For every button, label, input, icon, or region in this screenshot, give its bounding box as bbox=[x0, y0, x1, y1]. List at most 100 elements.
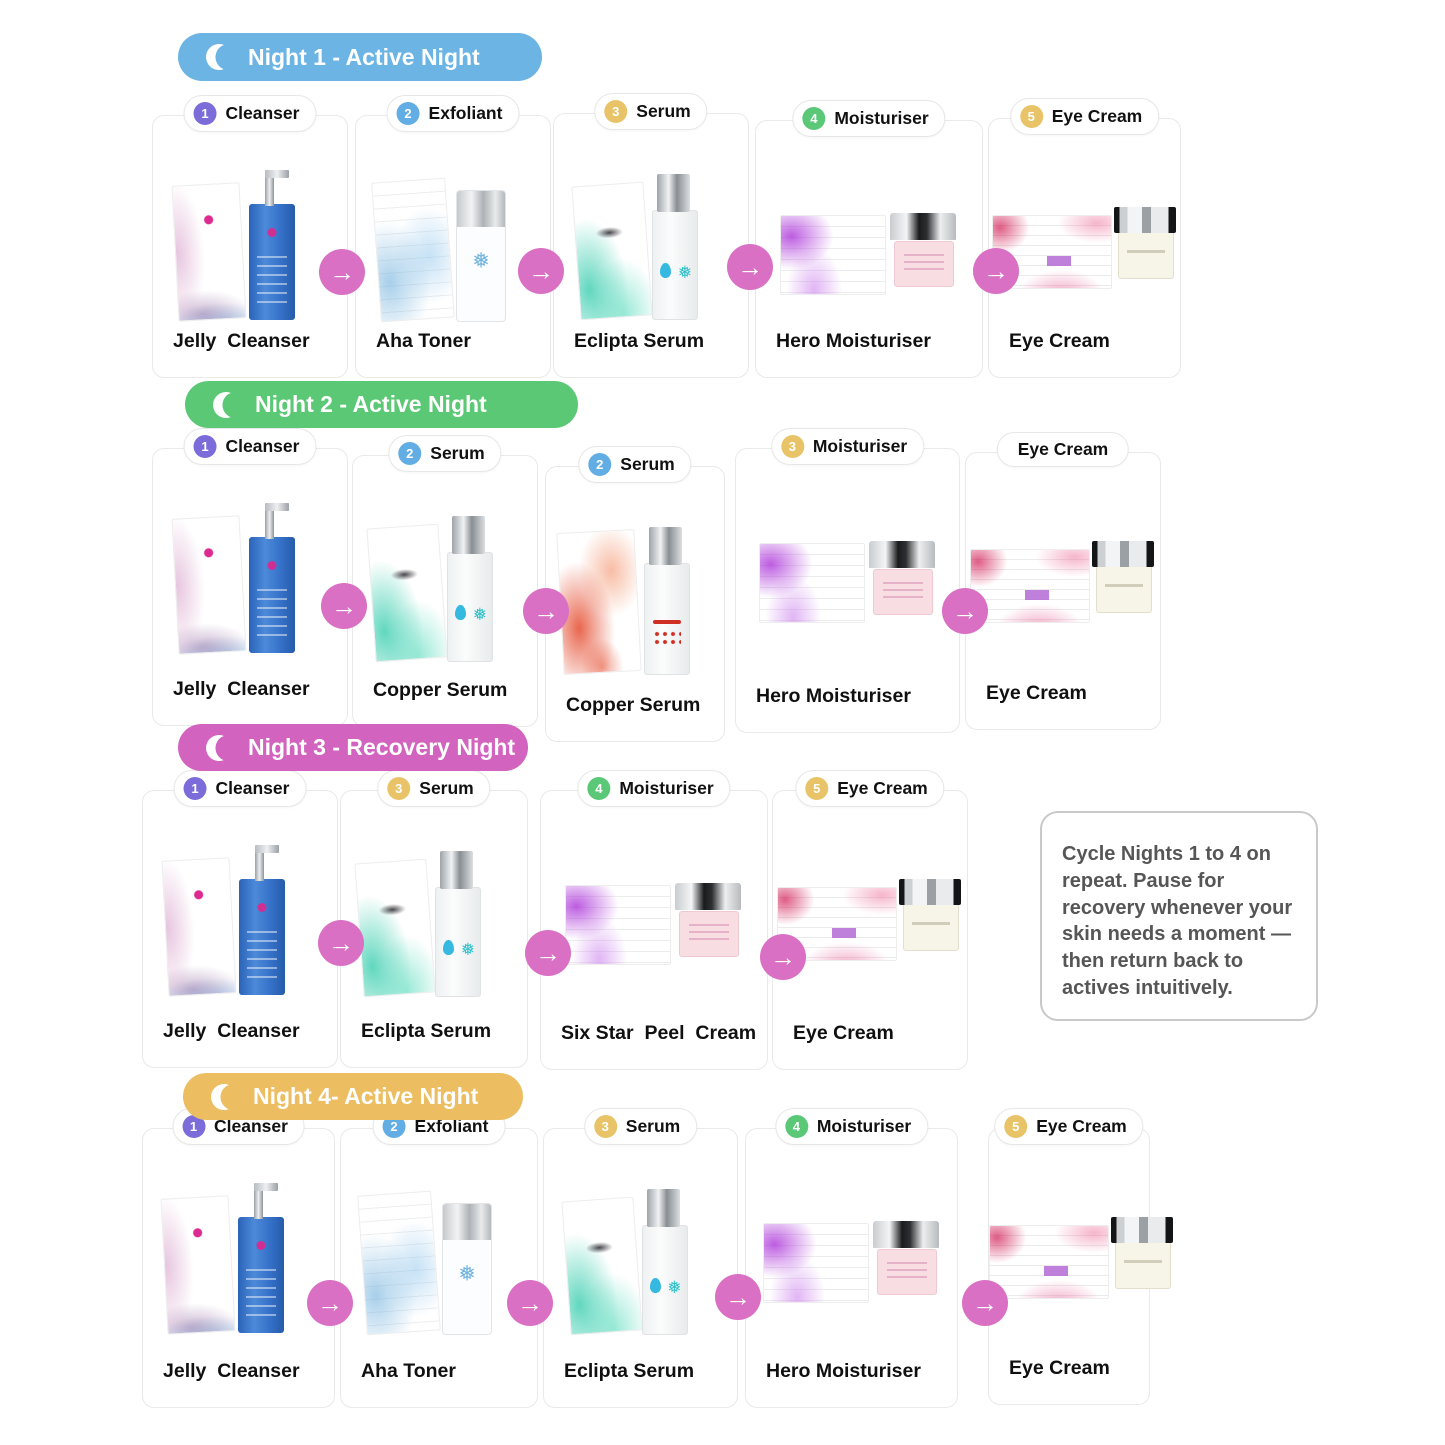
step-type-label: Moisturiser bbox=[619, 778, 714, 798]
product-box bbox=[171, 515, 247, 655]
product-bottle bbox=[442, 1203, 492, 1335]
night-2-card-2: 2 Serum Copper Serum bbox=[352, 435, 539, 727]
step-pill: 4 Moisturiser bbox=[792, 100, 946, 137]
night-3-card-3: 4 Moisturiser Six Star Peel Cream bbox=[540, 770, 768, 1070]
night-4-card-3: 3 Serum Eclipta Serum bbox=[543, 1108, 738, 1408]
step-pill: 4 Moisturiser bbox=[774, 1108, 929, 1145]
product-cap bbox=[244, 1183, 278, 1219]
step-type-label: Eye Cream bbox=[1017, 439, 1109, 459]
step-type-label: Eye Cream bbox=[837, 778, 928, 798]
step-type-label: Cleanser bbox=[215, 778, 290, 798]
product-box bbox=[161, 857, 237, 997]
product-image-eyecream-pink bbox=[777, 837, 963, 1013]
night-2-card-3: 2 Serum Copper Serum bbox=[545, 446, 725, 742]
step-type-label: Moisturiser bbox=[816, 1116, 912, 1136]
product-cap bbox=[872, 1221, 939, 1248]
product-bottle bbox=[249, 537, 295, 653]
night-header-label: Night 2 - Active Night bbox=[255, 391, 487, 417]
product-name: Eclipta Serum bbox=[564, 1360, 695, 1383]
product-bottle bbox=[872, 569, 933, 615]
product-bottle bbox=[239, 879, 285, 995]
step-type-label: Eye Cream bbox=[1051, 106, 1143, 126]
night-header-label: Night 3 - Recovery Night bbox=[248, 734, 516, 760]
product-box bbox=[989, 1225, 1109, 1299]
next-step-arrow-icon: → bbox=[715, 1274, 761, 1320]
step-type-label: Serum bbox=[430, 443, 485, 463]
product-bottle bbox=[456, 190, 506, 322]
product-cap bbox=[675, 883, 741, 910]
step-pill: 3 Serum bbox=[583, 1108, 698, 1145]
step-pill: 5 Eye Cream bbox=[795, 770, 945, 807]
step-number-badge: 5 bbox=[805, 777, 829, 800]
step-pill: 5 Eye Cream bbox=[1009, 98, 1160, 135]
step-type-label: Exfoliant bbox=[414, 1116, 489, 1136]
step-number-badge: 3 bbox=[387, 777, 411, 800]
step-pill: 1 Cleanser bbox=[183, 95, 317, 132]
night-4-header: Night 4- Active Night bbox=[183, 1073, 523, 1120]
product-box bbox=[366, 523, 448, 663]
product-cap bbox=[649, 527, 682, 565]
moon-icon bbox=[203, 41, 236, 74]
product-image-cleanser-blue bbox=[146, 1175, 332, 1351]
night-4-card-1: 1 Cleanser Jelly Cleanser bbox=[142, 1108, 335, 1408]
product-cap bbox=[657, 174, 690, 212]
next-step-arrow-icon: → bbox=[942, 588, 988, 634]
moon-icon bbox=[203, 731, 236, 764]
step-number-badge: 3 bbox=[604, 100, 628, 123]
step-type-label: Serum bbox=[620, 454, 675, 474]
step-type-label: Serum bbox=[419, 778, 474, 798]
step-type-label: Cleanser bbox=[214, 1116, 288, 1136]
next-step-arrow-icon: → bbox=[727, 244, 773, 290]
step-pill: 1 Cleanser bbox=[183, 428, 317, 465]
product-name: Copper Serum bbox=[373, 679, 508, 702]
night-4-card-5: 5 Eye Cream Eye Cream bbox=[988, 1108, 1173, 1405]
product-image-serum-red bbox=[546, 513, 732, 689]
product-cap bbox=[1092, 541, 1154, 567]
product-image-toner-blue bbox=[346, 1175, 532, 1351]
product-cap bbox=[890, 213, 956, 240]
product-bottle bbox=[903, 903, 959, 951]
next-step-arrow-icon: → bbox=[319, 249, 365, 295]
step-number-badge: 2 bbox=[382, 1115, 406, 1138]
night-3-card-1: 1 Cleanser Jelly Cleanser bbox=[142, 770, 338, 1068]
night-header-label: Night 4- Active Night bbox=[253, 1083, 479, 1109]
product-box bbox=[371, 177, 455, 323]
product-bottle bbox=[1115, 1241, 1171, 1289]
product-image-serum-teal bbox=[353, 502, 539, 678]
product-image-toner-blue bbox=[360, 162, 546, 338]
product-name: Hero Moisturiser bbox=[776, 330, 931, 353]
step-pill: 4 Moisturiser bbox=[577, 770, 731, 807]
product-box bbox=[560, 1196, 643, 1336]
product-name: Eye Cream bbox=[986, 682, 1087, 705]
product-bottle bbox=[679, 911, 739, 957]
step-pill: 2 Serum bbox=[578, 446, 692, 483]
product-bottle bbox=[652, 210, 698, 320]
product-cap bbox=[646, 1189, 680, 1227]
product-box bbox=[171, 182, 247, 322]
night-3-card-4: 5 Eye Cream Eye Cream bbox=[772, 770, 968, 1070]
product-image-cream-purple bbox=[759, 1175, 945, 1351]
night-3-card-2: 3 Serum Eclipta Serum bbox=[340, 770, 528, 1068]
product-name: Eye Cream bbox=[1009, 330, 1110, 353]
step-type-label: Cleanser bbox=[225, 103, 300, 123]
next-step-arrow-icon: → bbox=[518, 248, 564, 294]
next-step-arrow-icon: → bbox=[307, 1280, 353, 1326]
product-name: Eye Cream bbox=[1009, 1357, 1110, 1380]
next-step-arrow-icon: → bbox=[760, 934, 806, 980]
product-box bbox=[571, 181, 653, 321]
product-image-eyecream-pink bbox=[970, 499, 1156, 675]
step-number-badge: 1 bbox=[193, 102, 217, 125]
step-number-badge: 5 bbox=[1019, 105, 1043, 128]
routine-note: Cycle Nights 1 to 4 on repeat. Pause for… bbox=[1040, 811, 1318, 1021]
step-number-badge: 3 bbox=[593, 1115, 617, 1138]
product-image-cleanser-blue bbox=[157, 495, 343, 671]
step-number-badge: 4 bbox=[802, 107, 826, 130]
step-type-label: Moisturiser bbox=[812, 436, 908, 456]
step-type-label: Serum bbox=[636, 101, 691, 121]
step-pill: 3 Serum bbox=[377, 770, 491, 807]
step-pill: 5 Eye Cream bbox=[994, 1108, 1144, 1145]
product-box bbox=[565, 885, 671, 965]
product-cap bbox=[1111, 1217, 1173, 1243]
product-bottle bbox=[1096, 565, 1152, 613]
